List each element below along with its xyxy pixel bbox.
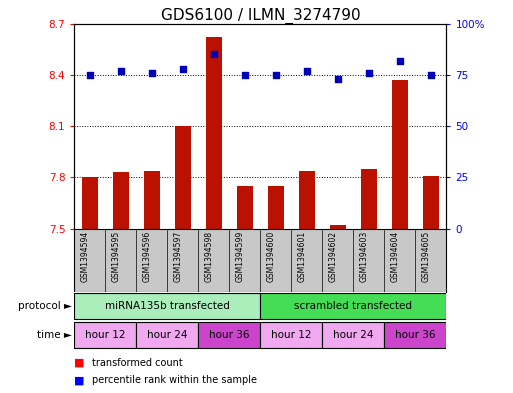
Bar	[268, 186, 284, 229]
Text: GSM1394594: GSM1394594	[81, 231, 90, 283]
Point	[334, 76, 342, 82]
Point	[241, 72, 249, 78]
Text: GSM1394603: GSM1394603	[360, 231, 369, 283]
Point	[179, 66, 187, 72]
Bar	[322, 322, 384, 348]
Bar	[74, 322, 136, 348]
Text: GSM1394601: GSM1394601	[298, 231, 307, 282]
Point	[210, 51, 218, 57]
Point	[427, 72, 435, 78]
Bar	[330, 225, 346, 229]
Point	[86, 72, 94, 78]
Text: hour 12: hour 12	[271, 330, 311, 340]
Text: ■: ■	[74, 358, 85, 367]
Bar	[82, 178, 97, 229]
Text: miRNA135b transfected: miRNA135b transfected	[105, 301, 230, 311]
Text: GSM1394598: GSM1394598	[205, 231, 214, 282]
Text: protocol ►: protocol ►	[18, 301, 72, 311]
Text: GSM1394599: GSM1394599	[236, 231, 245, 283]
Bar	[423, 176, 439, 229]
Text: GSM1394602: GSM1394602	[329, 231, 338, 282]
Bar	[392, 80, 407, 229]
Text: hour 24: hour 24	[147, 330, 188, 340]
Text: GSM1394597: GSM1394597	[174, 231, 183, 283]
Text: hour 12: hour 12	[85, 330, 126, 340]
Title: GDS6100 / ILMN_3274790: GDS6100 / ILMN_3274790	[161, 7, 360, 24]
Bar	[113, 172, 129, 229]
Bar	[237, 186, 252, 229]
Bar	[144, 171, 160, 229]
Bar	[74, 293, 260, 319]
Point	[117, 68, 125, 74]
Bar	[136, 322, 199, 348]
Bar	[206, 37, 222, 229]
Text: hour 36: hour 36	[395, 330, 436, 340]
Text: GSM1394596: GSM1394596	[143, 231, 152, 283]
Text: GSM1394604: GSM1394604	[391, 231, 400, 283]
Text: GSM1394605: GSM1394605	[422, 231, 431, 283]
Text: percentile rank within the sample: percentile rank within the sample	[92, 375, 258, 385]
Text: hour 36: hour 36	[209, 330, 250, 340]
Bar	[175, 126, 191, 229]
Point	[272, 72, 280, 78]
Text: time ►: time ►	[37, 330, 72, 340]
Bar	[384, 322, 446, 348]
Text: ■: ■	[74, 375, 85, 385]
Bar	[299, 171, 314, 229]
Text: hour 24: hour 24	[333, 330, 373, 340]
Point	[148, 70, 156, 76]
Text: GSM1394600: GSM1394600	[267, 231, 276, 283]
Bar	[260, 293, 446, 319]
Text: scrambled transfected: scrambled transfected	[294, 301, 412, 311]
Bar	[199, 322, 260, 348]
Point	[303, 68, 311, 74]
Bar	[361, 169, 377, 229]
Point	[396, 57, 404, 64]
Text: transformed count: transformed count	[92, 358, 183, 367]
Point	[365, 70, 373, 76]
Bar	[260, 322, 322, 348]
Text: GSM1394595: GSM1394595	[112, 231, 121, 283]
